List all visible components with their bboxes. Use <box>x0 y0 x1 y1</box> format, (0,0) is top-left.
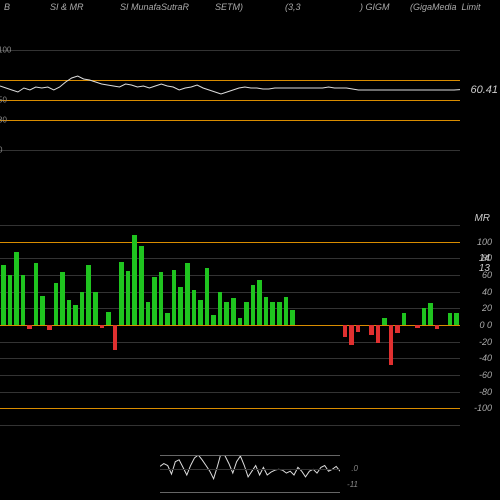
rsi-panel: 10050300 60.41 <box>0 50 460 150</box>
gridline <box>0 425 460 426</box>
bar <box>395 325 400 333</box>
axis-label: -100 <box>474 403 492 413</box>
hdr-4: (3,3 <box>285 2 301 12</box>
bar <box>67 300 72 325</box>
gridline <box>0 275 460 276</box>
bar <box>93 292 98 325</box>
bar <box>251 285 256 325</box>
bar <box>34 263 39 325</box>
bar <box>47 325 52 330</box>
bar <box>60 272 65 325</box>
bar <box>238 318 243 325</box>
bar <box>264 297 269 325</box>
bar <box>14 252 19 325</box>
bar <box>402 313 407 326</box>
bar <box>80 292 85 325</box>
bar <box>448 313 453 325</box>
header: B SI & MR SI MunafaSutraR SETM) (3,3 ) G… <box>0 2 500 16</box>
bar <box>86 265 91 325</box>
bar <box>284 297 289 325</box>
bar <box>132 235 137 325</box>
bar <box>211 315 216 325</box>
axis-label: -20 <box>479 337 492 347</box>
bar <box>244 302 249 325</box>
mini-line <box>160 456 340 494</box>
gridline <box>0 150 460 151</box>
bar <box>422 308 427 325</box>
axis-label: -40 <box>479 353 492 363</box>
axis-label: 20 <box>482 303 492 313</box>
bar <box>8 275 13 325</box>
gridline <box>0 242 460 243</box>
axis-label: 40 <box>482 287 492 297</box>
bar <box>454 313 459 325</box>
bar <box>349 325 354 345</box>
bar <box>356 325 361 332</box>
bar <box>152 277 157 325</box>
gridline <box>0 392 460 393</box>
mini-label-0: .0 <box>351 464 358 473</box>
bar <box>1 265 6 325</box>
mr-title: MR <box>474 213 490 224</box>
axis-label: -60 <box>479 370 492 380</box>
hdr-3: SETM) <box>215 2 243 12</box>
bar <box>172 270 177 325</box>
bar <box>270 302 275 325</box>
gridline <box>0 408 460 409</box>
rsi-line <box>0 50 460 150</box>
bar <box>277 302 282 325</box>
bar <box>435 325 440 329</box>
bar <box>100 325 105 328</box>
hdr-2: SI MunafaSutraR <box>120 2 189 12</box>
hdr-0: B <box>4 2 10 12</box>
bar <box>257 280 262 325</box>
bar <box>54 283 59 325</box>
bar <box>192 290 197 325</box>
rsi-current-value: 60.41 <box>470 84 498 96</box>
bar <box>146 302 151 325</box>
bar <box>106 312 111 325</box>
mini-panel: .0 -11 <box>160 455 340 493</box>
mini-zero-line <box>160 469 340 470</box>
bar <box>21 275 26 325</box>
gridline <box>0 258 460 259</box>
gridline <box>0 225 460 226</box>
bar <box>198 300 203 325</box>
gridline <box>0 292 460 293</box>
hdr-6: (GigaMedia Limit <box>410 2 481 12</box>
bar <box>290 310 295 325</box>
bar <box>119 262 124 325</box>
bar <box>178 287 183 325</box>
bar <box>231 298 236 326</box>
bar <box>389 325 394 365</box>
axis-label: 100 <box>477 237 492 247</box>
bar <box>382 318 387 325</box>
bar <box>126 271 131 325</box>
bar <box>218 292 223 325</box>
bar <box>415 325 420 328</box>
axis-label: 0 0 <box>479 320 492 330</box>
bar <box>139 246 144 325</box>
bar <box>165 313 170 326</box>
bar <box>185 263 190 326</box>
mini-label-1: -11 <box>347 480 358 489</box>
bar <box>343 325 348 337</box>
bar <box>73 305 78 325</box>
mr-value-2: 13 <box>479 263 490 274</box>
bar <box>113 325 118 350</box>
axis-label: -80 <box>479 387 492 397</box>
bar <box>428 303 433 325</box>
hdr-1: SI & MR <box>50 2 84 12</box>
bar <box>224 302 229 325</box>
mr-panel: MR 100806040200 0-20-40-60-80-100 14 13 <box>0 225 460 425</box>
bar <box>159 272 164 325</box>
bar <box>27 325 32 329</box>
hdr-5: ) GIGM <box>360 2 390 12</box>
bar <box>376 325 381 343</box>
gridline <box>0 375 460 376</box>
bar <box>369 325 374 335</box>
bar <box>205 268 210 325</box>
bar <box>40 296 45 325</box>
